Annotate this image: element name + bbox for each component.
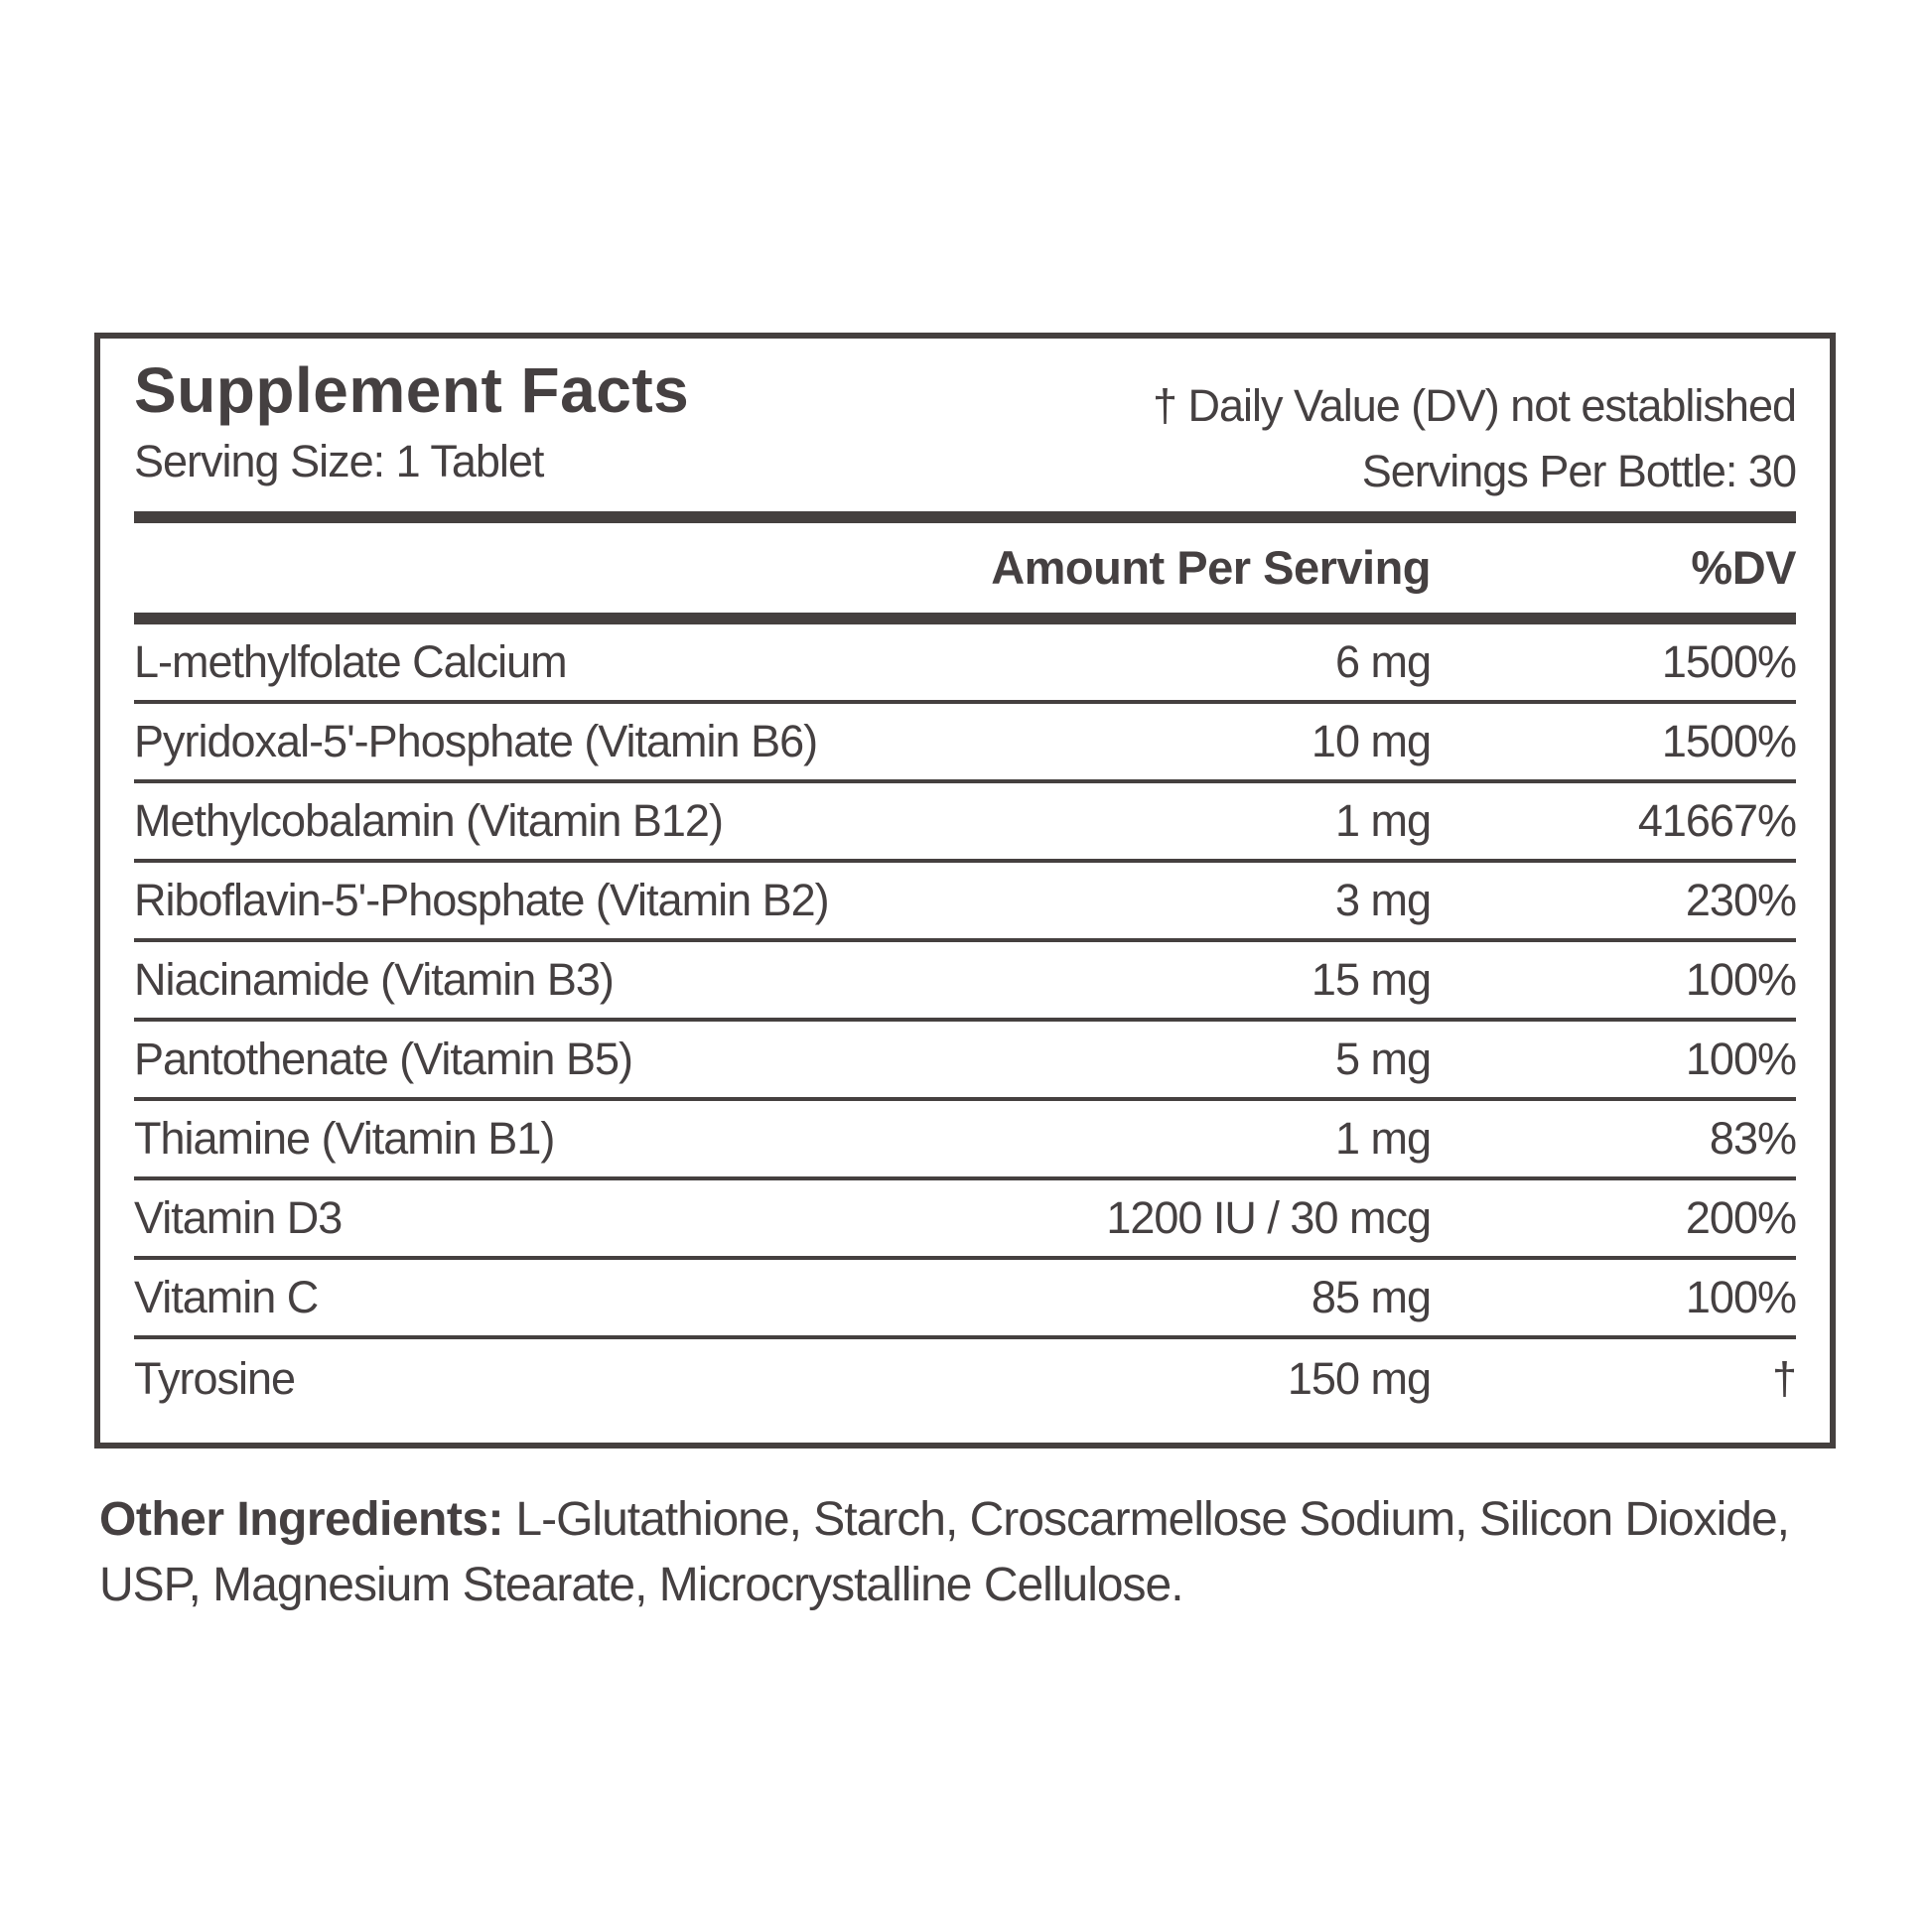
serving-size-text: Serving Size: 1 Tablet bbox=[134, 436, 544, 486]
ingredient-dv: 200% bbox=[1685, 1192, 1797, 1243]
ingredient-name: Thiamine (Vitamin B1) bbox=[134, 1113, 555, 1164]
panel-header: Supplement Facts Serving Size: 1 Tablet … bbox=[134, 354, 1797, 497]
ingredient-name: Vitamin C bbox=[134, 1272, 319, 1322]
ingredient-dv: 1500% bbox=[1661, 636, 1797, 687]
ingredient-name: Pyridoxal-5'-Phosphate (Vitamin B6) bbox=[134, 716, 818, 766]
ingredient-name: Riboflavin-5'-Phosphate (Vitamin B2) bbox=[134, 875, 830, 925]
table-row: Tyrosine 150 mg † bbox=[134, 1339, 1797, 1419]
table-row: Pyridoxal-5'-Phosphate (Vitamin B6) 10 m… bbox=[134, 704, 1797, 783]
ingredient-name: L-methylfolate Calcium bbox=[134, 636, 568, 687]
ingredient-name: Tyrosine bbox=[134, 1353, 296, 1404]
ingredient-amount: 6 mg bbox=[1334, 636, 1432, 687]
table-row: Thiamine (Vitamin B1) 1 mg 83% bbox=[134, 1101, 1797, 1180]
ingredient-name: Pantothenate (Vitamin B5) bbox=[134, 1034, 633, 1084]
servings-per-bottle-text: Servings Per Bottle: 30 bbox=[1361, 446, 1797, 496]
table-row: Pantothenate (Vitamin B5) 5 mg 100% bbox=[134, 1022, 1797, 1101]
table-row: Riboflavin-5'-Phosphate (Vitamin B2) 3 m… bbox=[134, 863, 1797, 942]
ingredient-table: L-methylfolate Calcium 6 mg 1500% Pyrido… bbox=[134, 624, 1797, 1419]
ingredient-amount: 1200 IU / 30 mcg bbox=[1106, 1192, 1432, 1243]
ingredient-dv: 83% bbox=[1709, 1113, 1797, 1164]
daily-value-note: † Daily Value (DV) not established bbox=[1152, 380, 1797, 431]
column-header-row: Amount Per Serving %DV bbox=[134, 523, 1796, 611]
ingredient-amount: 10 mg bbox=[1311, 716, 1432, 766]
ingredient-dv: 41667% bbox=[1637, 795, 1797, 846]
table-row: Vitamin C 85 mg 100% bbox=[134, 1260, 1797, 1339]
ingredient-dv: 100% bbox=[1685, 954, 1797, 1005]
ingredient-amount: 5 mg bbox=[1334, 1034, 1432, 1084]
ingredient-amount: 85 mg bbox=[1311, 1272, 1432, 1322]
thick-rule-top bbox=[134, 511, 1796, 523]
other-ingredients-text: L-Glutathione, Starch, Croscarmellose So… bbox=[99, 1493, 1790, 1611]
ingredient-dv: 100% bbox=[1685, 1034, 1797, 1084]
supplement-facts-panel: Supplement Facts Serving Size: 1 Tablet … bbox=[94, 333, 1836, 1449]
ingredient-dv: 100% bbox=[1685, 1272, 1797, 1322]
table-row: Niacinamide (Vitamin B3) 15 mg 100% bbox=[134, 942, 1797, 1022]
dv-column-header: %DV bbox=[1691, 540, 1796, 594]
ingredient-name: Methylcobalamin (Vitamin B12) bbox=[134, 795, 724, 846]
ingredient-amount: 15 mg bbox=[1311, 954, 1432, 1005]
ingredient-dv: † bbox=[1771, 1353, 1797, 1404]
ingredient-amount: 1 mg bbox=[1334, 1113, 1432, 1164]
ingredient-amount: 1 mg bbox=[1334, 795, 1432, 846]
thick-rule-header bbox=[134, 613, 1796, 624]
panel-title: Supplement Facts bbox=[134, 354, 690, 426]
other-ingredients-label: Other Ingredients: bbox=[99, 1493, 504, 1546]
ingredient-dv: 230% bbox=[1685, 875, 1797, 925]
table-row: Methylcobalamin (Vitamin B12) 1 mg 41667… bbox=[134, 783, 1797, 863]
ingredient-amount: 150 mg bbox=[1287, 1353, 1432, 1404]
ingredient-amount: 3 mg bbox=[1334, 875, 1432, 925]
table-row: Vitamin D3 1200 IU / 30 mcg 200% bbox=[134, 1180, 1797, 1260]
other-ingredients: Other Ingredients: L-Glutathione, Starch… bbox=[99, 1487, 1886, 1618]
panel-header-right: † Daily Value (DV) not established Servi… bbox=[1152, 354, 1797, 497]
panel-header-left: Supplement Facts Serving Size: 1 Tablet bbox=[134, 354, 689, 497]
table-row: L-methylfolate Calcium 6 mg 1500% bbox=[134, 624, 1797, 704]
ingredient-name: Niacinamide (Vitamin B3) bbox=[134, 954, 615, 1005]
ingredient-name: Vitamin D3 bbox=[134, 1192, 343, 1243]
amount-column-header: Amount Per Serving bbox=[991, 540, 1431, 594]
ingredient-dv: 1500% bbox=[1661, 716, 1797, 766]
